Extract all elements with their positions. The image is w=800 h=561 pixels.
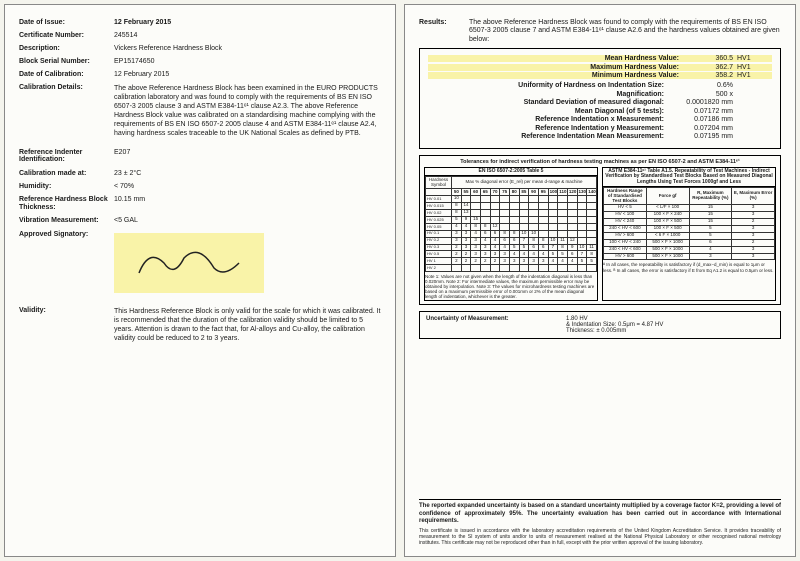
result-key: Uniformity of Hardness on Indentation Si…	[462, 82, 672, 89]
iso-table: EN ISO 6507-2:2005 Table 5 Hardness Symb…	[424, 167, 598, 301]
cal-at-label: Calibration made at:	[19, 170, 114, 177]
results-label: Results:	[419, 19, 469, 44]
result-key: Mean Diagonal (of 5 tests):	[462, 108, 672, 115]
tolerance-title: Tolerances for indirect verification of …	[424, 159, 776, 165]
min-value: 358.2	[687, 72, 737, 79]
cert-no-value: 245514	[114, 32, 381, 39]
iso-notes: Note 1: Values are not given when the le…	[425, 274, 597, 300]
result-val: 500 x	[672, 91, 737, 98]
result-key: Reference Indentation x Measurement:	[462, 116, 672, 123]
cert-no-label: Certificate Number:	[19, 32, 114, 39]
result-key: Magnification:	[462, 91, 672, 98]
footer-bold: The reported expanded uncertainty is bas…	[419, 503, 781, 525]
certificate-page-2: Results:The above Reference Hardness Blo…	[404, 4, 796, 557]
max-value: 362.7	[687, 64, 737, 71]
uncert-v3: Thickness: ± 0.005mm	[566, 328, 626, 334]
max-unit: HV1	[737, 64, 772, 71]
iso-mini-table: Hardness SymbolMax % diagonal error (E_r…	[425, 176, 597, 272]
iso-table-title: EN ISO 6507-2:2005 Table 5	[425, 168, 597, 177]
min-label: Minimum Hardness Value:	[477, 72, 687, 79]
result-key: Reference Indentation y Measurement:	[462, 125, 672, 132]
cal-details-value: The above Reference Hardness Block has b…	[114, 84, 381, 139]
tolerance-frame: Tolerances for indirect verification of …	[419, 155, 781, 305]
astm-foot: ᴬ In all cases, the repeatability is sat…	[603, 262, 775, 272]
indenter-value: E207	[114, 149, 381, 164]
astm-mini-table: Hardness Range of Standardised Test Bloc…	[603, 187, 775, 260]
humidity-value: < 70%	[114, 183, 381, 190]
signatory-label: Approved Signatory:	[19, 231, 114, 293]
mean-unit: HV1	[737, 55, 772, 62]
result-val: 0.07186 mm	[672, 116, 737, 123]
thickness-label: Reference Hardness Block Thickness:	[19, 196, 114, 211]
certificate-page-1: Date of Issue:12 February 2015 Certifica…	[4, 4, 396, 557]
thickness-value: 10.15 mm	[114, 196, 381, 211]
result-val: 0.6%	[672, 82, 737, 89]
vibration-value: <5 GAL	[114, 217, 381, 225]
block-serial-label: Block Serial Number:	[19, 58, 114, 65]
results-frame: Mean Hardness Value:360.5HV1 Maximum Har…	[419, 48, 781, 149]
result-key: Reference Indentation Mean Measurement:	[462, 133, 672, 140]
date-issue-value: 12 February 2015	[114, 19, 381, 26]
astm-table: ASTM E384-11ᵉ¹ Table A1.5. Repeatability…	[602, 167, 776, 301]
footer-small: This certificate is issued in accordance…	[419, 528, 781, 546]
humidity-label: Humidity:	[19, 183, 114, 190]
date-cal-value: 12 February 2015	[114, 71, 381, 78]
astm-table-title: ASTM E384-11ᵉ¹ Table A1.5. Repeatability…	[603, 168, 775, 188]
results-intro: The above Reference Hardness Block was f…	[469, 19, 781, 44]
max-label: Maximum Hardness Value:	[477, 64, 687, 71]
result-val: 0.07172 mm	[672, 108, 737, 115]
mean-label: Mean Hardness Value:	[477, 55, 687, 62]
date-cal-label: Date of Calibration:	[19, 71, 114, 78]
description-value: Vickers Reference Hardness Block	[114, 45, 381, 52]
uncertainty-frame: Uncertainty of Measurement:1.80 HV & Ind…	[419, 311, 781, 339]
validity-value: This Hardness Reference Block is only va…	[114, 307, 381, 343]
indenter-label: Reference Indenter Identification:	[19, 149, 114, 164]
min-unit: HV1	[737, 72, 772, 79]
signature-icon	[129, 243, 249, 283]
cal-details-label: Calibration Details:	[19, 84, 114, 139]
mean-value: 360.5	[687, 55, 737, 62]
vibration-label: Vibration Measurement:	[19, 217, 114, 225]
description-label: Description:	[19, 45, 114, 52]
result-val: 0.07204 mm	[672, 125, 737, 132]
result-val: 0.0001820 mm	[672, 99, 737, 106]
result-val: 0.07195 mm	[672, 133, 737, 140]
signature-box	[114, 233, 264, 293]
validity-label: Validity:	[19, 307, 114, 343]
result-key: Standard Deviation of measured diagonal:	[462, 99, 672, 106]
block-serial-value: EP15174650	[114, 58, 381, 65]
cal-at-value: 23 ± 2°C	[114, 170, 381, 177]
date-issue-label: Date of Issue:	[19, 19, 114, 26]
footer: The reported expanded uncertainty is bas…	[419, 499, 781, 546]
